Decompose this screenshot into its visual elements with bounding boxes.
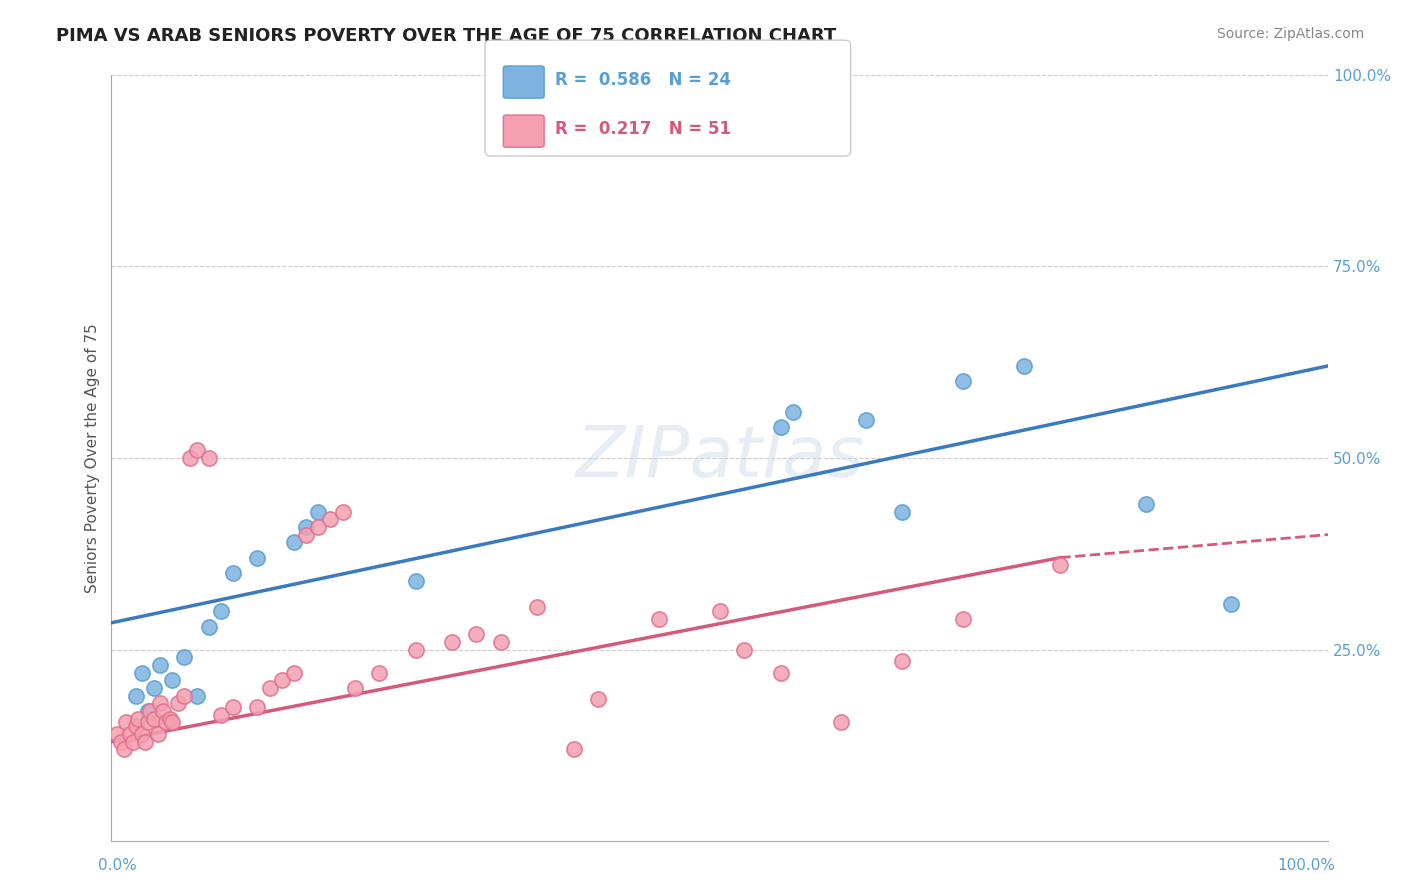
Point: [162, 715, 184, 730]
Point: [118, 727, 141, 741]
Point: [270, 673, 292, 688]
Point: [307, 520, 329, 534]
Point: [1012, 359, 1035, 373]
Point: [155, 715, 177, 730]
Point: [855, 412, 877, 426]
Point: [283, 665, 305, 680]
Point: [197, 619, 219, 633]
Point: [143, 681, 166, 695]
Point: [209, 604, 232, 618]
Text: R =  0.586   N = 24: R = 0.586 N = 24: [555, 71, 731, 89]
Point: [136, 715, 159, 730]
Point: [562, 742, 585, 756]
Point: [152, 704, 174, 718]
Point: [405, 574, 427, 588]
Point: [259, 681, 281, 695]
Point: [952, 612, 974, 626]
Point: [441, 635, 464, 649]
Point: [332, 505, 354, 519]
Point: [186, 443, 208, 458]
Text: PIMA VS ARAB SENIORS POVERTY OVER THE AGE OF 75 CORRELATION CHART: PIMA VS ARAB SENIORS POVERTY OVER THE AG…: [56, 27, 837, 45]
Point: [131, 665, 153, 680]
Point: [1135, 497, 1157, 511]
Point: [173, 689, 195, 703]
Point: [246, 700, 269, 714]
Point: [952, 374, 974, 388]
Point: [125, 689, 148, 703]
Point: [782, 405, 804, 419]
Point: [489, 635, 512, 649]
Point: [526, 600, 548, 615]
Point: [143, 712, 166, 726]
Point: [146, 727, 169, 741]
Text: 100.0%: 100.0%: [1278, 858, 1336, 872]
Point: [125, 719, 148, 733]
Point: [209, 707, 232, 722]
Point: [197, 450, 219, 465]
Point: [648, 612, 671, 626]
Point: [246, 550, 269, 565]
Point: [319, 512, 342, 526]
Point: [222, 700, 245, 714]
Point: [830, 715, 852, 730]
Point: [139, 704, 162, 718]
Text: Source: ZipAtlas.com: Source: ZipAtlas.com: [1216, 27, 1364, 41]
Point: [295, 527, 318, 541]
Point: [173, 650, 195, 665]
Point: [110, 734, 132, 748]
Text: R =  0.217   N = 51: R = 0.217 N = 51: [555, 120, 731, 138]
Text: 0.0%: 0.0%: [98, 858, 138, 872]
Point: [733, 642, 755, 657]
Point: [343, 681, 366, 695]
Point: [586, 692, 609, 706]
Point: [769, 665, 792, 680]
Text: ZIPatlas: ZIPatlas: [575, 424, 865, 492]
Point: [112, 742, 135, 756]
Point: [107, 727, 129, 741]
Point: [149, 696, 172, 710]
Point: [295, 520, 318, 534]
Point: [283, 535, 305, 549]
Point: [131, 727, 153, 741]
Point: [1049, 558, 1071, 573]
Point: [368, 665, 391, 680]
Y-axis label: Seniors Poverty Over the Age of 75: Seniors Poverty Over the Age of 75: [86, 323, 100, 593]
Point: [159, 712, 181, 726]
Point: [122, 734, 145, 748]
Point: [115, 715, 138, 730]
Point: [709, 604, 731, 618]
Point: [186, 689, 208, 703]
Point: [1219, 597, 1241, 611]
Point: [769, 420, 792, 434]
Point: [465, 627, 488, 641]
Point: [179, 450, 201, 465]
Point: [405, 642, 427, 657]
Point: [891, 654, 914, 668]
Point: [222, 566, 245, 580]
Point: [307, 505, 329, 519]
Point: [162, 673, 184, 688]
Point: [149, 657, 172, 672]
Point: [167, 696, 190, 710]
Point: [127, 712, 149, 726]
Point: [891, 505, 914, 519]
Point: [134, 734, 156, 748]
Point: [136, 704, 159, 718]
